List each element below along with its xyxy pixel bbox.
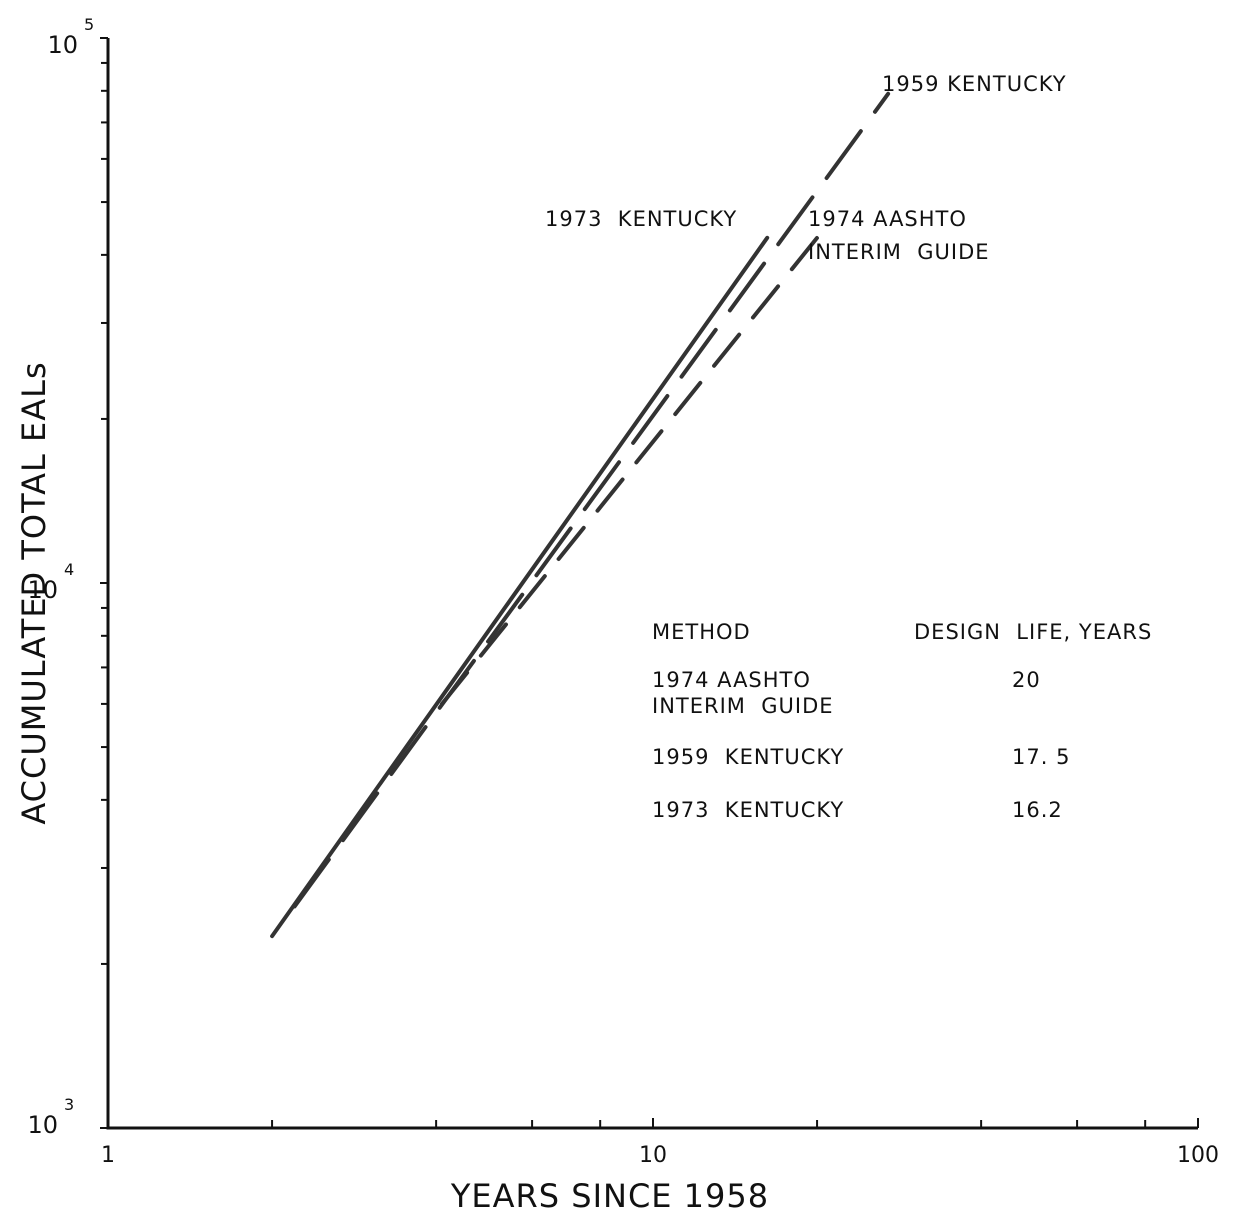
table-row-method: 1974 AASHTO bbox=[652, 668, 811, 692]
annotation-1959-kentucky: 1959 KENTUCKY bbox=[882, 72, 1067, 96]
table-row-method-line2: INTERIM GUIDE bbox=[652, 694, 834, 718]
x-tick-label-1: 1 bbox=[101, 1143, 115, 1168]
x-tick-label-100: 100 bbox=[1177, 1143, 1219, 1168]
table-row-life: 16.2 bbox=[1012, 798, 1063, 822]
table-header-design-life: DESIGN LIFE, YEARS bbox=[914, 620, 1152, 644]
series-line-2 bbox=[440, 235, 820, 706]
annotation-1973-kentucky: 1973 KENTUCKY bbox=[545, 207, 737, 231]
x-ticks bbox=[107, 1118, 1199, 1128]
table-header-method: METHOD bbox=[652, 620, 751, 644]
y-tick-exp-100000: 5 bbox=[84, 15, 94, 34]
y-tick-label-1000: 10 bbox=[27, 1111, 58, 1139]
y-axis-title: ACCUMULATED TOTAL EALs bbox=[15, 361, 53, 824]
table-row-life: 17. 5 bbox=[1012, 745, 1070, 769]
y-tick-exp-10000: 4 bbox=[64, 560, 74, 579]
series-line-0 bbox=[292, 91, 891, 909]
annotation-1974-aashto: 1974 AASHTO bbox=[808, 207, 967, 231]
table-row-method: 1959 KENTUCKY bbox=[652, 745, 844, 769]
y-tick-label-10000: 10 bbox=[27, 576, 58, 604]
x-tick-label-10: 10 bbox=[639, 1143, 667, 1168]
axis-frame bbox=[106, 38, 1198, 1130]
table-row-method: 1973 KENTUCKY bbox=[652, 798, 844, 822]
annotation-interim-guide: INTERIM GUIDE bbox=[808, 240, 990, 264]
design-life-table: METHOD DESIGN LIFE, YEARS 1974 AASHTO IN… bbox=[652, 620, 1152, 822]
y-ticks bbox=[100, 37, 108, 1129]
x-axis-title: YEARS SINCE 1958 bbox=[450, 1177, 769, 1215]
series-line-1 bbox=[270, 235, 770, 939]
y-tick-label-100000: 10 bbox=[47, 31, 78, 59]
y-tick-exp-1000: 3 bbox=[64, 1095, 74, 1114]
table-row-life: 20 bbox=[1012, 668, 1041, 692]
series-layer bbox=[270, 91, 891, 939]
